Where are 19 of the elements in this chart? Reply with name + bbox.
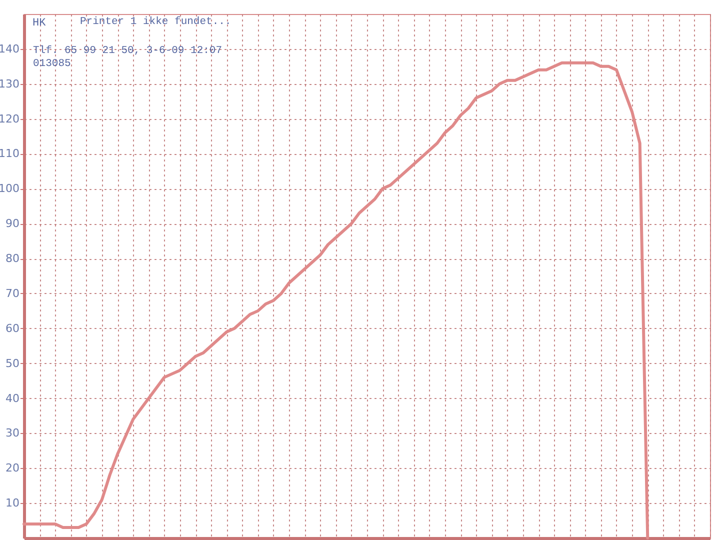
y-tick-label: 100 bbox=[0, 182, 20, 196]
y-tick-label: 120 bbox=[0, 112, 20, 126]
annotation: Tlf. 65 99 21 50, 3-6-09 12:07 bbox=[33, 45, 222, 57]
y-tick-label: 30 bbox=[6, 426, 20, 440]
y-tick-label: 70 bbox=[6, 286, 20, 300]
y-tick-label: 80 bbox=[6, 252, 20, 266]
y-tick-label: 60 bbox=[6, 322, 20, 335]
line-series bbox=[22, 61, 650, 540]
y-tick-label: 40 bbox=[6, 392, 20, 405]
y-tick-label: 110 bbox=[0, 147, 20, 160]
annotation: Printer 1 ikke fundet... bbox=[80, 16, 232, 28]
y-tick-label: 20 bbox=[6, 462, 20, 475]
y-tick-label: 90 bbox=[6, 217, 20, 230]
annotation: 013085 bbox=[33, 58, 71, 70]
y-axis-title: HK bbox=[32, 18, 46, 30]
y-tick-label: 10 bbox=[6, 496, 20, 510]
y-tick-label: 140 bbox=[0, 42, 20, 56]
y-tick-label: 50 bbox=[6, 356, 20, 370]
y-tick-label: 130 bbox=[0, 77, 20, 90]
